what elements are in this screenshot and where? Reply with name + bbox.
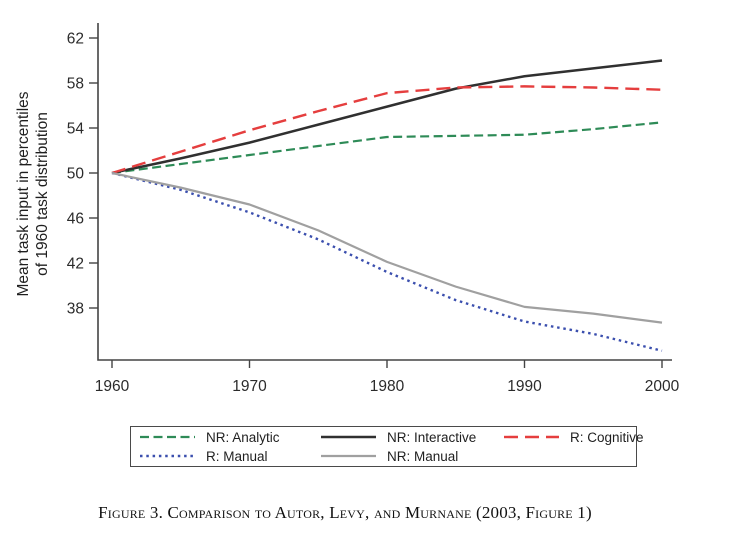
- legend-swatch-nr-analytic: [140, 435, 195, 439]
- x-tick-label: 1990: [507, 378, 542, 395]
- x-tick-label: 2000: [645, 378, 680, 395]
- y-tick-label: 38: [67, 301, 84, 318]
- legend-item-nr-manual: NR: Manual: [320, 448, 503, 464]
- legend-label-nr-interactive: NR: Interactive: [387, 429, 477, 445]
- x-tick-label: 1970: [232, 378, 267, 395]
- y-tick-label: 54: [67, 121, 85, 138]
- chart-legend: NR: Analytic NR: Interactive R: Cognitiv…: [130, 426, 644, 467]
- y-tick-label: 50: [67, 166, 85, 183]
- legend-item-nr-analytic: NR: Analytic: [139, 429, 320, 445]
- series-line-nr-analytic: [111, 121, 663, 175]
- y-tick-label: 62: [67, 31, 84, 48]
- x-tick-label: 1980: [370, 378, 405, 395]
- series-line-nr-interactive: [111, 59, 663, 175]
- y-tick-label: 42: [67, 256, 84, 273]
- legend-swatch-nr-manual: [321, 454, 376, 458]
- series-line-r-cognitive: [111, 85, 663, 175]
- legend-label-nr-analytic: NR: Analytic: [206, 429, 280, 445]
- legend-item-nr-interactive: NR: Interactive: [320, 429, 503, 445]
- legend-label-nr-manual: NR: Manual: [387, 448, 459, 464]
- series-line-nr-manual: [111, 171, 663, 324]
- axis-lines: [97, 23, 672, 361]
- y-tick-label: 58: [67, 76, 84, 93]
- legend-label-r-cognitive: R: Cognitive: [570, 429, 644, 445]
- figure-caption: Figure 3. Comparison to Autor, Levy, and…: [98, 503, 592, 522]
- legend-swatch-nr-interactive: [321, 435, 376, 439]
- line-chart: 62 58 54 50 46 42 38 1960 1970 1980 1990 2000: [67, 23, 680, 395]
- series-line-r-manual: [111, 171, 663, 352]
- legend-swatch-r-manual: [140, 454, 195, 458]
- legend-item-r-cognitive: R: Cognitive: [503, 429, 644, 445]
- y-tick-label: 46: [67, 211, 84, 228]
- legend-swatch-r-cognitive: [504, 435, 559, 439]
- x-tick-label: 1960: [95, 378, 130, 395]
- legend-item-r-manual: R: Manual: [139, 448, 320, 464]
- legend-label-r-manual: R: Manual: [206, 448, 268, 464]
